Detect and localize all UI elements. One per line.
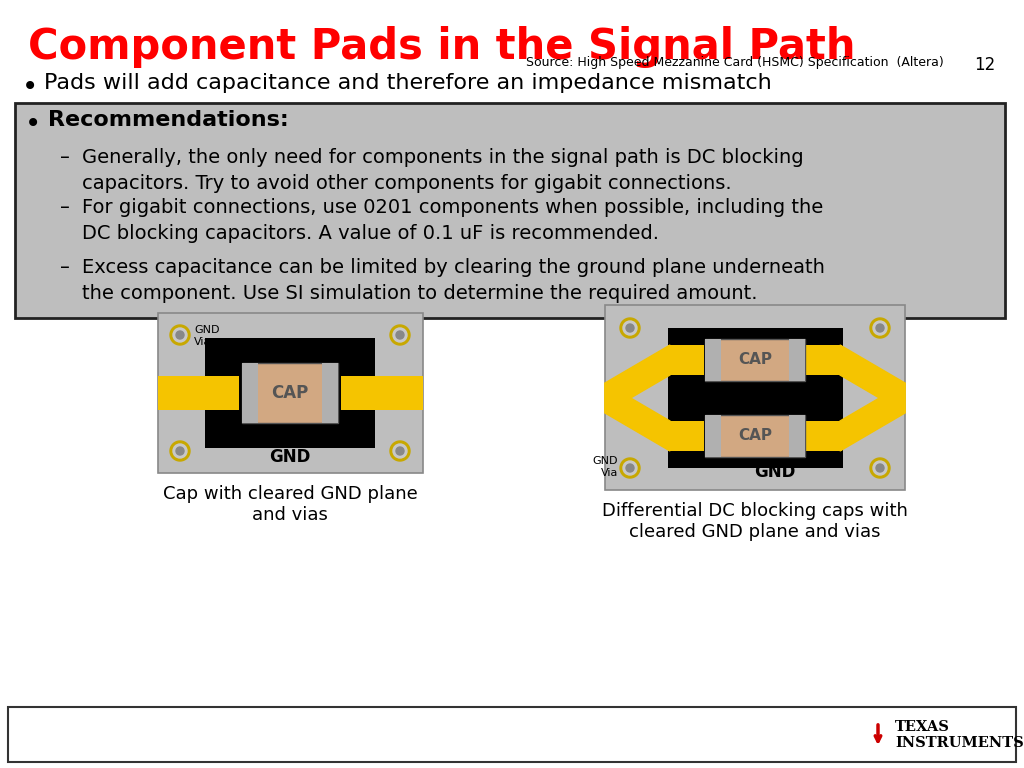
Text: GND: GND bbox=[269, 448, 310, 466]
FancyBboxPatch shape bbox=[705, 339, 805, 381]
Circle shape bbox=[623, 461, 637, 475]
FancyBboxPatch shape bbox=[158, 376, 423, 410]
Circle shape bbox=[173, 328, 187, 342]
Circle shape bbox=[396, 447, 404, 455]
Text: Cap with cleared GND plane
and vias: Cap with cleared GND plane and vias bbox=[163, 485, 418, 524]
Circle shape bbox=[176, 447, 184, 455]
Circle shape bbox=[876, 464, 884, 472]
Circle shape bbox=[170, 441, 190, 461]
FancyBboxPatch shape bbox=[668, 345, 705, 375]
Text: Pads will add capacitance and therefore an impedance mismatch: Pads will add capacitance and therefore … bbox=[44, 73, 772, 93]
Text: Generally, the only need for components in the signal path is DC blocking
capaci: Generally, the only need for components … bbox=[82, 148, 804, 193]
Polygon shape bbox=[840, 383, 905, 451]
Circle shape bbox=[870, 318, 890, 338]
Circle shape bbox=[390, 325, 410, 345]
Circle shape bbox=[390, 441, 410, 461]
Circle shape bbox=[876, 324, 884, 332]
Circle shape bbox=[170, 325, 190, 345]
Text: CAP: CAP bbox=[738, 353, 772, 368]
Text: GND: GND bbox=[593, 456, 618, 466]
Circle shape bbox=[176, 331, 184, 339]
Text: GND: GND bbox=[755, 463, 796, 481]
FancyBboxPatch shape bbox=[158, 313, 423, 473]
FancyBboxPatch shape bbox=[790, 339, 805, 381]
FancyBboxPatch shape bbox=[242, 363, 338, 423]
FancyBboxPatch shape bbox=[806, 421, 842, 451]
Circle shape bbox=[873, 321, 887, 335]
Text: •: • bbox=[22, 73, 38, 101]
FancyBboxPatch shape bbox=[668, 421, 705, 451]
FancyBboxPatch shape bbox=[605, 305, 905, 490]
FancyBboxPatch shape bbox=[705, 415, 721, 457]
FancyBboxPatch shape bbox=[705, 415, 805, 457]
Text: Excess capacitance can be limited by clearing the ground plane underneath
the co: Excess capacitance can be limited by cle… bbox=[82, 258, 825, 303]
Circle shape bbox=[396, 331, 404, 339]
Text: Via: Via bbox=[194, 337, 211, 347]
FancyBboxPatch shape bbox=[790, 415, 805, 457]
Circle shape bbox=[626, 464, 634, 472]
Text: TEXAS
INSTRUMENTS: TEXAS INSTRUMENTS bbox=[895, 720, 1024, 750]
FancyBboxPatch shape bbox=[205, 338, 375, 448]
Circle shape bbox=[623, 321, 637, 335]
FancyBboxPatch shape bbox=[806, 345, 842, 375]
Text: Recommendations:: Recommendations: bbox=[48, 110, 289, 130]
Circle shape bbox=[620, 458, 640, 478]
Circle shape bbox=[870, 458, 890, 478]
Text: CAP: CAP bbox=[738, 429, 772, 443]
Text: –: – bbox=[60, 258, 70, 277]
Text: Via: Via bbox=[601, 468, 618, 478]
FancyBboxPatch shape bbox=[668, 328, 843, 468]
Text: 12: 12 bbox=[975, 56, 995, 74]
FancyBboxPatch shape bbox=[8, 707, 1016, 762]
FancyBboxPatch shape bbox=[15, 103, 1005, 318]
Text: –: – bbox=[60, 148, 70, 167]
Polygon shape bbox=[840, 345, 905, 413]
Text: GND: GND bbox=[194, 325, 219, 335]
FancyBboxPatch shape bbox=[705, 339, 721, 381]
FancyBboxPatch shape bbox=[242, 363, 258, 423]
Circle shape bbox=[393, 444, 407, 458]
Circle shape bbox=[173, 444, 187, 458]
Polygon shape bbox=[605, 345, 670, 413]
Text: –: – bbox=[60, 198, 70, 217]
Text: •: • bbox=[25, 110, 41, 138]
Circle shape bbox=[626, 324, 634, 332]
FancyBboxPatch shape bbox=[205, 376, 239, 410]
Text: Component Pads in the Signal Path: Component Pads in the Signal Path bbox=[28, 26, 855, 68]
Text: For gigabit connections, use 0201 components when possible, including the
DC blo: For gigabit connections, use 0201 compon… bbox=[82, 198, 823, 243]
FancyBboxPatch shape bbox=[341, 376, 375, 410]
FancyBboxPatch shape bbox=[322, 363, 338, 423]
Polygon shape bbox=[605, 383, 670, 451]
Text: Differential DC blocking caps with
cleared GND plane and vias: Differential DC blocking caps with clear… bbox=[602, 502, 908, 541]
Text: CAP: CAP bbox=[271, 384, 308, 402]
Text: Source: High Speed Mezzanine Card (HSMC) Specification  (Altera): Source: High Speed Mezzanine Card (HSMC)… bbox=[526, 56, 944, 69]
Circle shape bbox=[393, 328, 407, 342]
Circle shape bbox=[873, 461, 887, 475]
Circle shape bbox=[620, 318, 640, 338]
